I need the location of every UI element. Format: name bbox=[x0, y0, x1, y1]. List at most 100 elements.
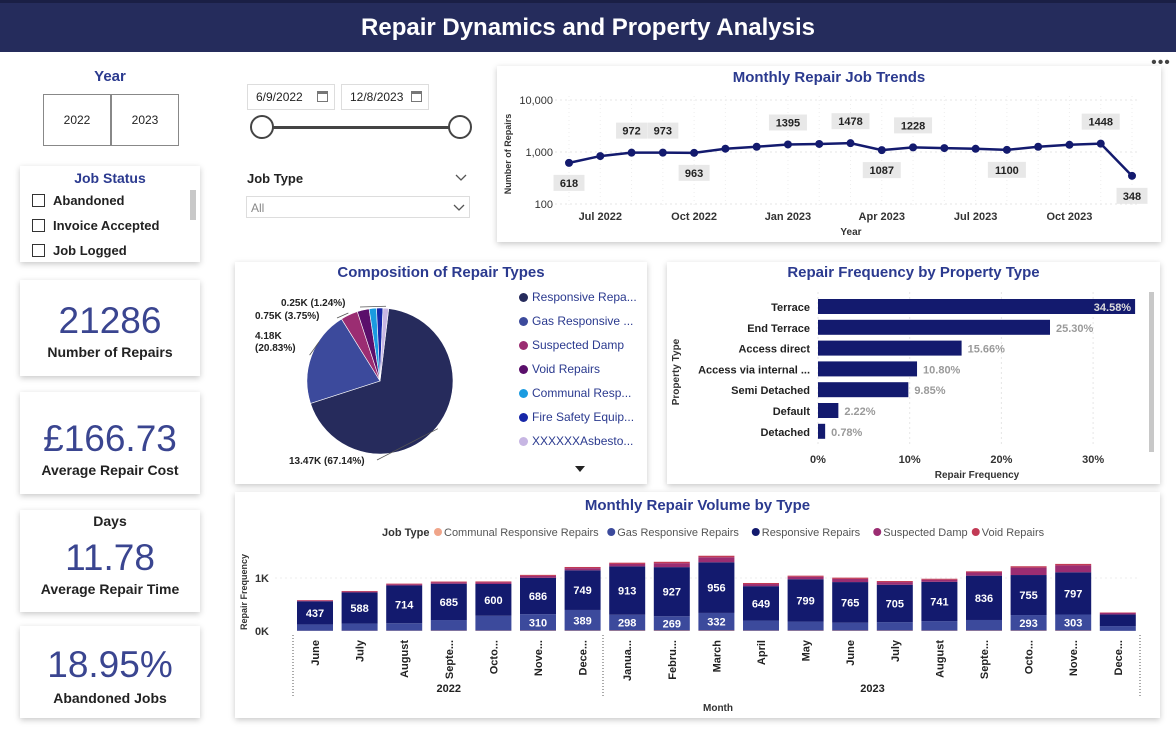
pie-slice[interactable] bbox=[306, 318, 381, 404]
legend-item[interactable]: Suspected Damp bbox=[519, 333, 637, 357]
stacked-bar-segment[interactable] bbox=[341, 592, 378, 624]
stacked-bar-segment[interactable] bbox=[564, 570, 601, 610]
stacked-bar-segment[interactable] bbox=[1010, 615, 1047, 631]
stacked-bar-segment[interactable] bbox=[341, 623, 378, 631]
date-slider-start-handle[interactable] bbox=[250, 115, 274, 139]
stacked-bar-segment[interactable] bbox=[1055, 563, 1092, 566]
stacked-bar-segment[interactable] bbox=[653, 567, 690, 617]
stacked-bar-segment[interactable] bbox=[743, 620, 779, 631]
stacked-bar-segment[interactable] bbox=[966, 572, 1002, 576]
stacked-bar-segment[interactable] bbox=[653, 563, 690, 568]
data-point[interactable] bbox=[658, 148, 667, 157]
stacked-bar-segment[interactable] bbox=[475, 615, 512, 631]
stacked-bar-segment[interactable] bbox=[787, 576, 824, 580]
checkbox[interactable] bbox=[32, 244, 45, 257]
data-point[interactable] bbox=[627, 148, 636, 157]
end-date-field[interactable]: 12/8/2023 bbox=[341, 84, 429, 110]
data-point[interactable] bbox=[565, 158, 573, 167]
stacked-bar-segment[interactable] bbox=[341, 591, 378, 593]
stacked-bar-segment[interactable] bbox=[832, 577, 869, 579]
job-status-scrollbar[interactable] bbox=[190, 190, 196, 220]
stacked-bar-segment[interactable] bbox=[1055, 565, 1092, 573]
stacked-bar-segment[interactable] bbox=[430, 583, 467, 621]
stacked-bar-segment[interactable] bbox=[564, 609, 601, 631]
data-point[interactable] bbox=[721, 144, 730, 153]
stacked-bar-segment[interactable] bbox=[386, 623, 423, 631]
data-point[interactable] bbox=[783, 140, 792, 149]
data-point[interactable] bbox=[909, 143, 918, 152]
data-point[interactable] bbox=[877, 146, 886, 155]
stacked-bar-segment[interactable] bbox=[297, 600, 333, 601]
stacked-bar-segment[interactable] bbox=[787, 621, 824, 631]
data-point[interactable] bbox=[596, 152, 605, 161]
stacked-bar-segment[interactable] bbox=[341, 590, 378, 592]
stacked-bar-segment[interactable] bbox=[1010, 575, 1047, 616]
legend-scroll-down-icon[interactable] bbox=[575, 465, 585, 473]
checkbox[interactable] bbox=[32, 194, 45, 207]
job-type-dropdown[interactable]: All bbox=[246, 196, 470, 218]
stacked-bar-segment[interactable] bbox=[653, 561, 690, 564]
bar[interactable] bbox=[818, 340, 962, 356]
checkbox[interactable] bbox=[32, 219, 45, 232]
data-point[interactable] bbox=[690, 148, 699, 157]
stacked-bar-segment[interactable] bbox=[1099, 626, 1136, 631]
bar[interactable] bbox=[818, 403, 839, 418]
bar[interactable] bbox=[818, 319, 1051, 335]
stacked-bar-segment[interactable] bbox=[564, 566, 601, 569]
stacked-bar-segment[interactable] bbox=[386, 584, 423, 586]
calendar-icon[interactable] bbox=[411, 91, 422, 102]
stacked-bar-segment[interactable] bbox=[743, 584, 779, 587]
data-point[interactable] bbox=[1096, 139, 1105, 148]
legend-label[interactable]: Void Repairs bbox=[982, 527, 1045, 539]
legend-item[interactable]: XXXXXXAsbesto... bbox=[519, 429, 637, 453]
stacked-bar-segment[interactable] bbox=[609, 562, 646, 564]
stacked-bar-segment[interactable] bbox=[520, 614, 556, 631]
stacked-bar-segment[interactable] bbox=[966, 571, 1002, 573]
stacked-bar-segment[interactable] bbox=[698, 562, 735, 613]
calendar-icon[interactable] bbox=[317, 91, 328, 102]
stacked-bar-segment[interactable] bbox=[653, 616, 690, 631]
stacked-bar-segment[interactable] bbox=[876, 622, 913, 631]
legend-item[interactable]: Void Repairs bbox=[519, 357, 637, 381]
legend-label[interactable]: Gas Responsive Repairs bbox=[617, 527, 739, 539]
stacked-bar-segment[interactable] bbox=[787, 575, 824, 577]
legend-item[interactable]: Fire Safety Equip... bbox=[519, 405, 637, 429]
pie-slice[interactable] bbox=[379, 307, 390, 382]
stacked-bar-segment[interactable] bbox=[520, 577, 556, 615]
data-point[interactable] bbox=[752, 142, 761, 151]
stacked-bar-segment[interactable] bbox=[609, 563, 646, 567]
stacked-bar-segment[interactable] bbox=[876, 581, 913, 583]
bar[interactable] bbox=[818, 423, 826, 439]
stacked-bar-segment[interactable] bbox=[609, 566, 646, 615]
stacked-bar-segment[interactable] bbox=[297, 600, 333, 602]
job-status-item-invoice-accepted[interactable]: Invoice Accepted bbox=[32, 213, 200, 238]
stacked-bar-segment[interactable] bbox=[520, 574, 556, 576]
stacked-bar-segment[interactable] bbox=[921, 621, 958, 631]
data-point[interactable] bbox=[940, 144, 949, 153]
date-range-slider-track[interactable] bbox=[262, 126, 460, 129]
stacked-bar-segment[interactable] bbox=[966, 575, 1002, 620]
stacked-bar-segment[interactable] bbox=[1010, 566, 1047, 568]
stacked-bar-segment[interactable] bbox=[1010, 567, 1047, 576]
data-point[interactable] bbox=[1128, 171, 1136, 180]
stacked-bar-segment[interactable] bbox=[832, 582, 869, 623]
job-status-item-job-logged[interactable]: Job Logged bbox=[32, 238, 200, 262]
stacked-bar-segment[interactable] bbox=[966, 619, 1002, 631]
stacked-bar-segment[interactable] bbox=[787, 579, 824, 622]
stacked-bar-segment[interactable] bbox=[430, 581, 467, 583]
stacked-bar-segment[interactable] bbox=[876, 584, 913, 623]
stacked-bar-segment[interactable] bbox=[475, 582, 512, 584]
data-point[interactable] bbox=[1034, 142, 1043, 151]
stacked-bar-segment[interactable] bbox=[1099, 614, 1136, 627]
stacked-bar-segment[interactable] bbox=[698, 555, 735, 558]
legend-label[interactable]: Communal Responsive Repairs bbox=[444, 527, 599, 539]
stacked-bar-segment[interactable] bbox=[430, 582, 467, 584]
stacked-bar-segment[interactable] bbox=[386, 583, 423, 585]
pie-slice[interactable] bbox=[310, 308, 454, 455]
legend-item[interactable]: Responsive Repa... bbox=[519, 285, 637, 309]
data-point[interactable] bbox=[846, 139, 855, 148]
stacked-bar-segment[interactable] bbox=[609, 614, 646, 631]
stacked-bar-segment[interactable] bbox=[698, 557, 735, 563]
stacked-bar-segment[interactable] bbox=[743, 582, 779, 585]
stacked-bar-segment[interactable] bbox=[921, 581, 958, 622]
